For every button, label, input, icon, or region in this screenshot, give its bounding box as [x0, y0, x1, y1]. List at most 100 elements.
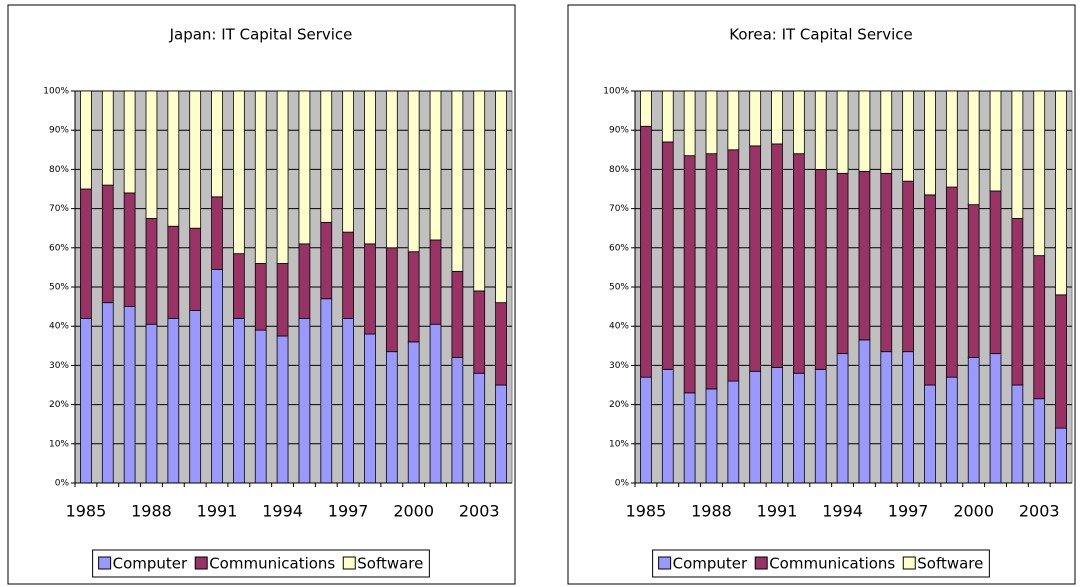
legend-label: Computer	[673, 555, 748, 573]
bar-segment	[683, 90, 696, 157]
x-tick-label: 1985	[626, 502, 667, 521]
bar-segment	[233, 253, 245, 319]
bar-segment	[211, 90, 223, 198]
bar-segment	[211, 268, 223, 484]
y-tick-label: 40%	[609, 322, 629, 332]
bar-segment	[814, 368, 827, 484]
bar-segment	[364, 333, 376, 484]
bar-segment	[495, 90, 507, 304]
legend-frame	[652, 549, 990, 578]
bar-segment	[924, 384, 936, 484]
chart-panel: Korea: IT Capital Service 0% 10% 20% 30% 40% 5…	[567, 4, 1076, 585]
bar-segment	[749, 370, 762, 484]
bar-segment	[771, 143, 783, 368]
bar-segment	[254, 90, 267, 264]
y-tick-label: 20%	[49, 400, 69, 410]
bar-segment	[429, 239, 442, 325]
bar-segment	[473, 90, 486, 292]
y-tick-label: 20%	[609, 400, 629, 410]
bar-segment	[451, 270, 464, 358]
bar-segment	[101, 90, 114, 186]
legend-swatch	[194, 556, 208, 570]
bar-segment	[880, 351, 893, 484]
bar-segment	[495, 384, 507, 484]
bar-segment	[298, 317, 311, 484]
bar-segment	[836, 172, 849, 355]
bar-segment	[342, 231, 354, 319]
bar-segment	[705, 153, 718, 390]
bar-segment	[989, 90, 1002, 192]
legend-swatch	[342, 556, 356, 570]
bar-segment	[451, 90, 464, 272]
bar-segment	[80, 188, 92, 319]
bar-segment	[858, 90, 871, 172]
y-tick-label: 50%	[609, 283, 629, 293]
bar-segment	[989, 353, 1002, 484]
bar-segment	[902, 351, 914, 484]
x-tick-label: 2000	[953, 502, 994, 521]
bar-segment	[254, 263, 267, 331]
bar-segment	[320, 298, 333, 484]
bar-segment	[902, 180, 914, 353]
x-tick-label: 2000	[393, 502, 434, 521]
chart-title: Korea: IT Capital Service	[729, 26, 913, 44]
y-tick-label: 30%	[609, 361, 629, 371]
legend: Computer Communications Software	[92, 549, 430, 578]
bar-segment	[814, 168, 827, 370]
bar-segment	[80, 317, 92, 484]
bar-segment	[385, 247, 398, 353]
bar-segment	[661, 141, 674, 370]
x-tick-label: 2003	[459, 502, 500, 521]
bar-segment	[1055, 427, 1067, 484]
y-tick-label: 0%	[615, 479, 630, 489]
x-tick-label: 1997	[888, 502, 929, 521]
bar-segment	[967, 204, 980, 358]
y-tick-label: 80%	[49, 165, 69, 175]
bar-segment	[793, 153, 805, 374]
x-tick-label: 1985	[66, 502, 107, 521]
bar-segment	[1011, 90, 1024, 219]
bar-segment	[727, 90, 740, 151]
bar-segment	[1033, 398, 1046, 484]
bar-segment	[924, 90, 936, 196]
bar-segment	[945, 90, 958, 188]
bar-segment	[771, 366, 783, 484]
bar-segment	[880, 90, 893, 174]
x-tick-label: 1994	[822, 502, 863, 521]
y-tick-label: 60%	[49, 243, 69, 253]
bar-segment	[880, 172, 893, 353]
bar-segment	[967, 90, 980, 206]
bar-segment	[640, 376, 652, 484]
chart-title: Japan: IT Capital Service	[169, 26, 353, 44]
bar-segment	[80, 90, 92, 190]
bar-segment	[407, 90, 420, 253]
x-tick-label: 1988	[131, 502, 172, 521]
bar-segment	[945, 376, 958, 484]
y-tick-label: 100%	[603, 87, 629, 97]
bar-segment	[640, 125, 652, 378]
y-tick-label: 0%	[55, 479, 70, 489]
bar-segment	[705, 90, 718, 155]
x-tick-label: 1988	[691, 502, 732, 521]
bar-segment	[101, 184, 114, 304]
bar-segment	[1055, 90, 1067, 296]
y-tick-label: 10%	[49, 439, 69, 449]
bar-segment	[640, 90, 652, 127]
bar-segment	[429, 323, 442, 484]
bar-segment	[451, 357, 464, 484]
bar-segment	[167, 317, 180, 484]
legend: Computer Communications Software	[652, 549, 990, 578]
bar-segment	[1011, 384, 1024, 484]
bar-segment	[749, 90, 762, 147]
bar-segment	[473, 290, 486, 374]
bar-segment	[771, 90, 783, 145]
bar-segment	[145, 217, 158, 325]
legend-label: Communications	[769, 555, 895, 573]
bar-segment	[727, 149, 740, 382]
bar-segment	[495, 302, 507, 386]
x-tick-label: 1994	[262, 502, 303, 521]
bar-segment	[945, 186, 958, 378]
legend-label: Communications	[209, 555, 335, 573]
bar-segment	[473, 372, 486, 484]
